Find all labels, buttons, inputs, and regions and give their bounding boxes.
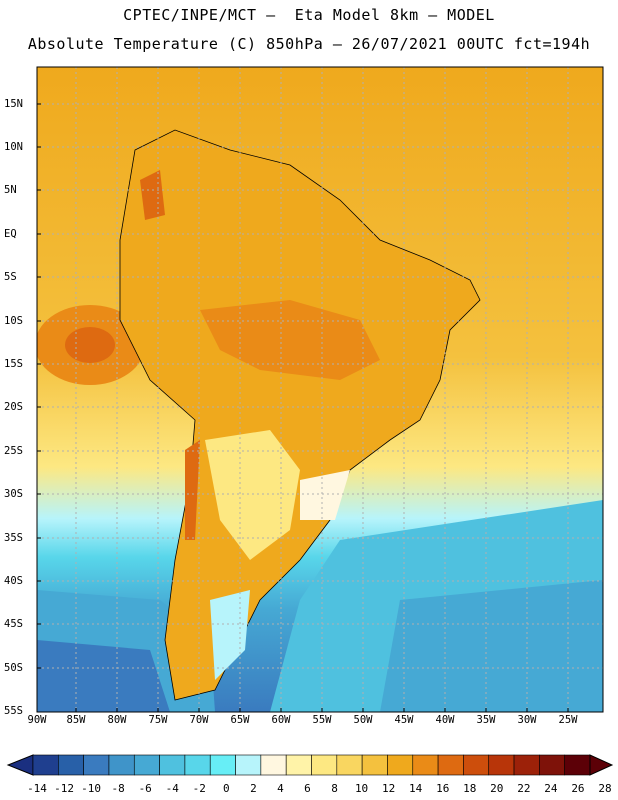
- colorbar-label: 22: [517, 782, 531, 795]
- colorbar-swatch: [235, 754, 262, 776]
- colorbar-label: 10: [354, 782, 369, 795]
- colorbar-label: 28: [598, 782, 612, 795]
- lon-label: 35W: [476, 714, 496, 726]
- lat-label: 15N: [4, 98, 23, 110]
- colorbar-swatch: [361, 754, 388, 776]
- lat-label: 15S: [4, 358, 23, 370]
- lon-label: 45W: [394, 714, 414, 726]
- colorbar-swatch: [463, 754, 490, 776]
- lon-label: 25W: [558, 714, 578, 726]
- colorbar-swatch: [336, 754, 363, 776]
- lat-label: 5N: [4, 184, 17, 196]
- colorbar-label: 8: [331, 782, 338, 795]
- colorbar-label: -6: [138, 782, 152, 795]
- colorbar-swatch: [539, 754, 565, 776]
- colorbar-swatch: [513, 754, 540, 776]
- colorbar-label: 14: [409, 782, 423, 795]
- lat-label: 50S: [4, 662, 23, 674]
- colorbar-swatch: [108, 754, 135, 776]
- lat-label: 10N: [4, 141, 23, 153]
- colorbar-label: -14: [27, 782, 47, 795]
- colorbar-swatch: [58, 754, 84, 776]
- colorbar-label: -8: [111, 782, 125, 795]
- lat-label: 55S: [4, 705, 23, 717]
- lat-label: 45S: [4, 618, 23, 630]
- lat-label: 30S: [4, 488, 23, 500]
- colorbar-swatch: [133, 754, 160, 776]
- lon-label: 40W: [435, 714, 455, 726]
- lat-label: 20S: [4, 401, 23, 413]
- temperature-field: [37, 67, 603, 712]
- colorbar-swatch: [311, 754, 338, 776]
- colorbar-label: -2: [192, 782, 206, 795]
- colorbar-label: 18: [463, 782, 477, 795]
- colorbar-label: -12: [54, 782, 74, 795]
- colorbar-swatch: [184, 754, 211, 776]
- graticule: [37, 67, 603, 712]
- title-line-2: Absolute Temperature (C) 850hPa – 26/07/…: [27, 35, 591, 53]
- colorbar-label: 2: [250, 782, 257, 795]
- colorbar-swatch: [83, 754, 110, 776]
- colorbar-swatch: [209, 754, 236, 776]
- colorbar-label: -10: [81, 782, 102, 795]
- colorbar-label: 4: [277, 782, 284, 795]
- colorbar-swatch: [159, 754, 186, 776]
- colorbar-left-arrow: [6, 754, 34, 776]
- colorbar-label: 6: [304, 782, 311, 795]
- lon-label: 65W: [230, 714, 250, 726]
- lon-label: 50W: [353, 714, 373, 726]
- map-frame: [36, 66, 604, 713]
- colorbar-label: 24: [544, 782, 558, 795]
- colorbar-swatch: [437, 754, 464, 776]
- lat-label: 25S: [4, 445, 23, 457]
- colorbar-swatch: [564, 754, 591, 776]
- colorbar-label: 0: [223, 782, 230, 795]
- lon-label: 30W: [517, 714, 537, 726]
- colorbar-swatch: [387, 754, 414, 776]
- lon-label: 70W: [189, 714, 209, 726]
- colorbar-swatch: [32, 754, 59, 776]
- lon-label: 80W: [107, 714, 127, 726]
- colorbar-swatch: [488, 754, 515, 776]
- lon-label: 90W: [27, 714, 47, 726]
- colorbar-label: 26: [571, 782, 585, 795]
- lat-label: 10S: [4, 315, 23, 327]
- lat-label: 5S: [4, 271, 17, 283]
- colorbar-swatch: [412, 754, 439, 776]
- colorbar-label: 12: [381, 782, 396, 795]
- colorbar-label: 20: [490, 782, 504, 795]
- lon-label: 60W: [271, 714, 291, 726]
- lat-label: 35S: [4, 532, 23, 544]
- colorbar-swatch: [285, 754, 312, 776]
- colorbar-label: -4: [165, 782, 179, 795]
- colorbar-swatch: [260, 754, 287, 776]
- colorbar-label: 16: [436, 782, 450, 795]
- colorbar-right-arrow: [589, 754, 614, 776]
- lon-label: 75W: [148, 714, 168, 726]
- lon-label: 85W: [66, 714, 86, 726]
- lon-label: 55W: [312, 714, 332, 726]
- colorbar: [6, 754, 614, 776]
- title-line-1: CPTEC/INPE/MCT – Eta Model 8km – MODEL: [123, 6, 495, 24]
- lat-label: EQ: [4, 228, 17, 240]
- lat-label: 40S: [4, 575, 23, 587]
- axis-ticks: [37, 103, 569, 712]
